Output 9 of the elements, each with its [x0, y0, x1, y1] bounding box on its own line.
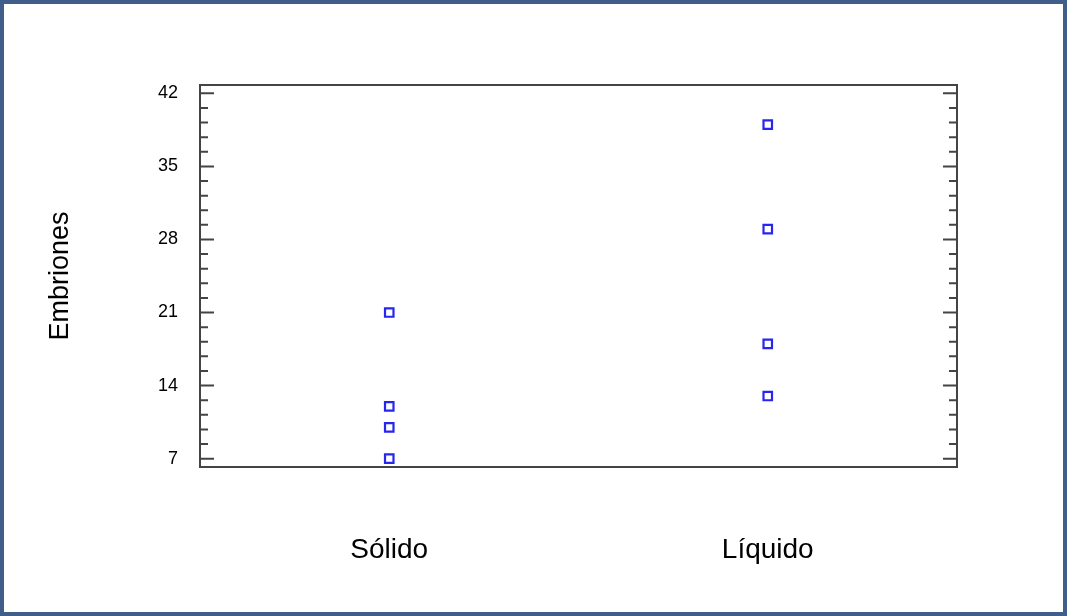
y-tick-label: 7 — [167, 447, 178, 468]
y-tick-label: 42 — [157, 82, 178, 103]
x-tick-label: Líquido — [721, 532, 814, 564]
y-axis-title: Embriones — [43, 211, 74, 341]
y-tick-label: 14 — [157, 374, 178, 395]
y-tick-label: 21 — [157, 301, 178, 322]
x-tick-label: Sólido — [350, 532, 429, 564]
y-tick-label: 28 — [157, 228, 178, 249]
y-tick-label: 35 — [157, 155, 178, 176]
